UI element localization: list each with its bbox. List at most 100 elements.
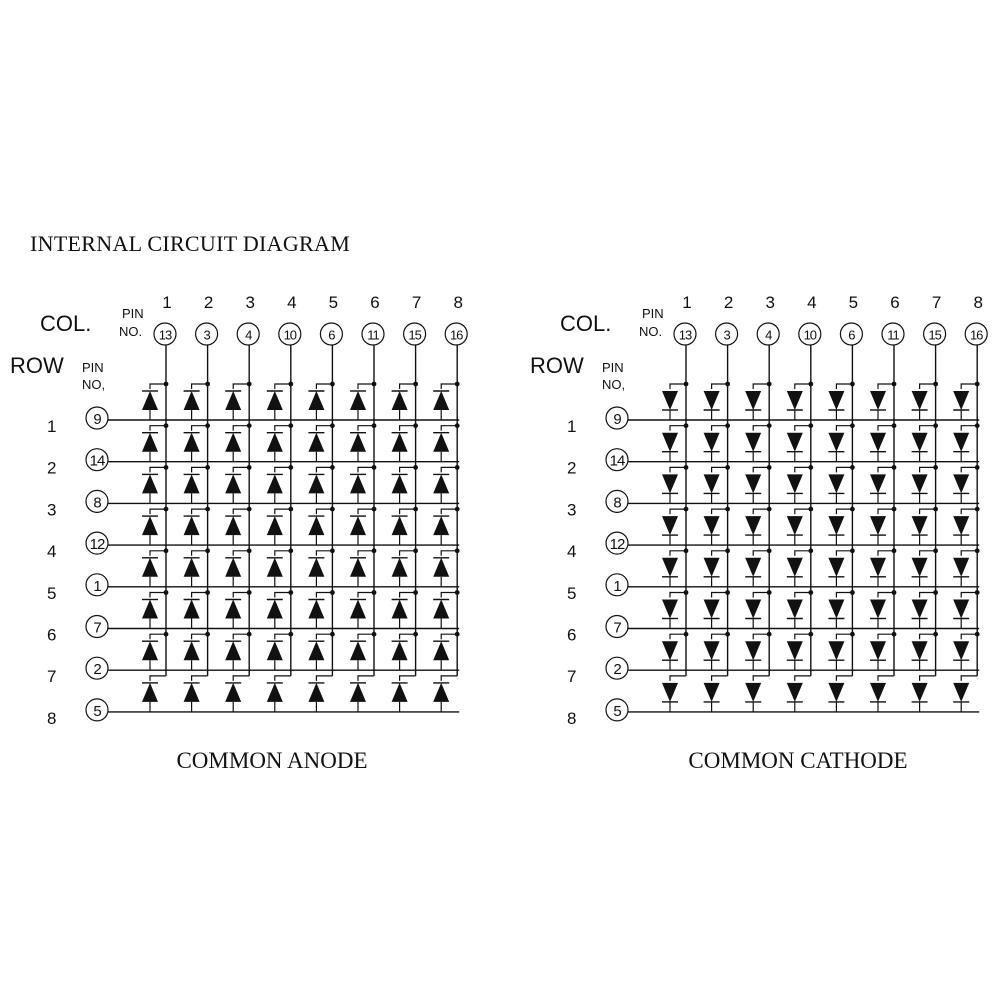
led-diode-icon — [350, 516, 366, 536]
junction-dot — [163, 465, 169, 470]
row-number: 8 — [47, 709, 56, 728]
led-diode-icon — [662, 516, 678, 536]
diode-lead — [711, 633, 728, 671]
diode-lead — [960, 425, 978, 462]
junction-dot — [454, 590, 460, 595]
diode-lead — [399, 675, 416, 712]
junction-dot — [413, 590, 418, 595]
junction-dot — [205, 423, 211, 429]
col-label: COL. — [560, 311, 611, 336]
row-pin-circle — [605, 489, 629, 513]
diode-lead — [399, 591, 416, 629]
row-number: 7 — [567, 667, 576, 686]
led-diode-icon — [308, 516, 325, 536]
diode-lead — [274, 633, 291, 671]
column-pin-circle — [673, 322, 697, 346]
junction-dot — [454, 631, 460, 637]
diode-lead — [357, 508, 374, 546]
row-no-label: NO, — [602, 377, 625, 392]
led-diode-icon — [911, 391, 928, 410]
led-diode-icon — [350, 557, 366, 577]
junction-dot — [725, 548, 730, 554]
column-number: 3 — [765, 293, 774, 312]
junction-dot — [205, 381, 211, 387]
junction-dot — [683, 590, 689, 595]
junction-dot — [330, 631, 335, 637]
diode-lead — [960, 675, 978, 712]
row-pin-circle — [85, 614, 109, 639]
diode-lead — [149, 633, 166, 671]
led-diode-icon — [266, 516, 283, 536]
diode-lead — [274, 466, 291, 504]
junction-dot — [766, 631, 772, 637]
column-pin-circle — [798, 322, 822, 346]
diode-lead — [232, 466, 250, 504]
diagram-caption: COMMON ANODE — [176, 748, 367, 773]
led-diode-icon — [745, 516, 762, 536]
junction-dot — [413, 631, 418, 637]
row-pin-number: 8 — [93, 494, 101, 511]
junction-dot — [371, 381, 377, 387]
junction-dot — [933, 465, 938, 470]
led-diode-icon — [786, 474, 803, 494]
junction-dot — [454, 423, 460, 429]
column-number: 5 — [329, 293, 338, 312]
junction-dot — [891, 548, 897, 554]
led-diode-icon — [142, 641, 158, 661]
diode-lead — [835, 466, 853, 504]
row-number: 1 — [567, 417, 576, 436]
diode-lead — [191, 508, 208, 546]
diode-lead — [274, 508, 291, 546]
led-diode-icon — [350, 391, 366, 410]
diode-lead — [357, 633, 374, 671]
diode-lead — [315, 550, 333, 587]
junction-dot — [766, 506, 772, 512]
col-label: COL. — [40, 311, 91, 336]
junction-dot — [205, 590, 211, 595]
led-diode-icon — [266, 391, 283, 410]
row-pin-circle — [85, 489, 109, 513]
led-diode-icon — [828, 682, 845, 702]
led-diode-icon — [662, 391, 678, 410]
diode-lead — [440, 466, 458, 504]
column-number: 6 — [370, 293, 379, 312]
junction-dot — [725, 590, 730, 595]
led-diode-icon — [870, 474, 886, 494]
led-diode-icon — [391, 557, 408, 577]
row-pin-number: 12 — [610, 536, 625, 553]
led-diode-icon — [786, 682, 803, 702]
diode-lead — [960, 383, 978, 420]
junction-dot — [683, 381, 689, 387]
led-diode-icon — [308, 391, 325, 410]
diode-lead — [835, 675, 853, 712]
junction-dot — [288, 506, 294, 512]
diode-lead — [149, 550, 166, 587]
junction-dot — [205, 506, 211, 512]
led-diode-icon — [911, 432, 928, 452]
row-pin-number: 2 — [613, 661, 621, 678]
led-diode-icon — [225, 516, 242, 536]
led-diode-icon — [183, 599, 200, 619]
junction-dot — [933, 631, 938, 637]
led-diode-icon — [745, 682, 762, 702]
diode-lead — [752, 591, 770, 629]
junction-dot — [850, 465, 855, 470]
led-diode-icon — [183, 682, 200, 702]
column-pin-circle — [361, 322, 385, 346]
diode-lead — [669, 675, 686, 712]
led-diode-icon — [703, 474, 720, 494]
junction-dot — [205, 548, 211, 554]
led-diode-icon — [183, 516, 200, 536]
junction-dot — [371, 506, 377, 512]
row-pin-label: PIN — [82, 360, 104, 375]
led-diode-icon — [662, 432, 678, 452]
diode-lead — [711, 591, 728, 629]
diode-lead — [274, 591, 291, 629]
led-diode-icon — [142, 474, 158, 494]
diode-lead — [835, 425, 853, 462]
row-pin-number: 7 — [613, 620, 621, 637]
diode-lead — [960, 591, 978, 629]
column-pin-circle — [714, 322, 739, 346]
column-pin-number: 3 — [723, 328, 730, 343]
junction-dot — [933, 423, 938, 429]
